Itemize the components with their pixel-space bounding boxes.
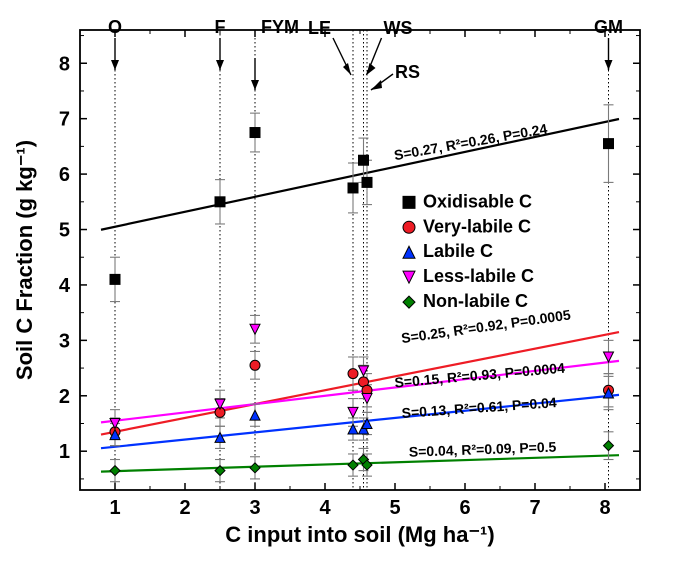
- x-tick-label: 5: [389, 497, 400, 519]
- treatment-label: LE: [308, 18, 331, 38]
- x-tick-label: 7: [529, 497, 540, 519]
- x-tick-label: 3: [249, 497, 260, 519]
- treatment-label: GM: [594, 17, 623, 37]
- y-tick-label: 3: [59, 330, 70, 352]
- y-tick-label: 2: [59, 386, 70, 408]
- x-tick-label: 1: [109, 497, 120, 519]
- y-tick-label: 6: [59, 164, 70, 186]
- treatment-label: RS: [395, 62, 420, 82]
- treatment-label: FYM: [261, 17, 299, 37]
- legend-label: Non-labile C: [423, 291, 528, 311]
- x-tick-label: 4: [319, 497, 331, 519]
- legend-label: Oxidisable C: [423, 191, 532, 211]
- legend-label: Labile C: [423, 241, 493, 261]
- chart-svg: OFFYMLEWSRSGMS=0.27, R²=0.26, P=0.24S=0.…: [0, 0, 685, 562]
- y-tick-label: 1: [59, 441, 70, 463]
- treatment-label: WS: [384, 18, 413, 38]
- y-tick-label: 5: [59, 220, 70, 242]
- x-tick-label: 2: [179, 497, 190, 519]
- y-tick-label: 7: [59, 109, 70, 131]
- y-tick-label: 8: [59, 53, 70, 75]
- y-tick-label: 4: [59, 275, 71, 297]
- x-tick-label: 6: [459, 497, 470, 519]
- legend-label: Less-labile C: [423, 266, 534, 286]
- soil-c-fraction-chart: OFFYMLEWSRSGMS=0.27, R²=0.26, P=0.24S=0.…: [0, 0, 685, 562]
- x-axis-label: C input into soil (Mg ha⁻¹): [225, 522, 494, 547]
- y-axis-label: Soil C Fraction (g kg⁻¹): [12, 140, 37, 380]
- x-tick-label: 8: [599, 497, 610, 519]
- legend-label: Very-labile C: [423, 216, 531, 236]
